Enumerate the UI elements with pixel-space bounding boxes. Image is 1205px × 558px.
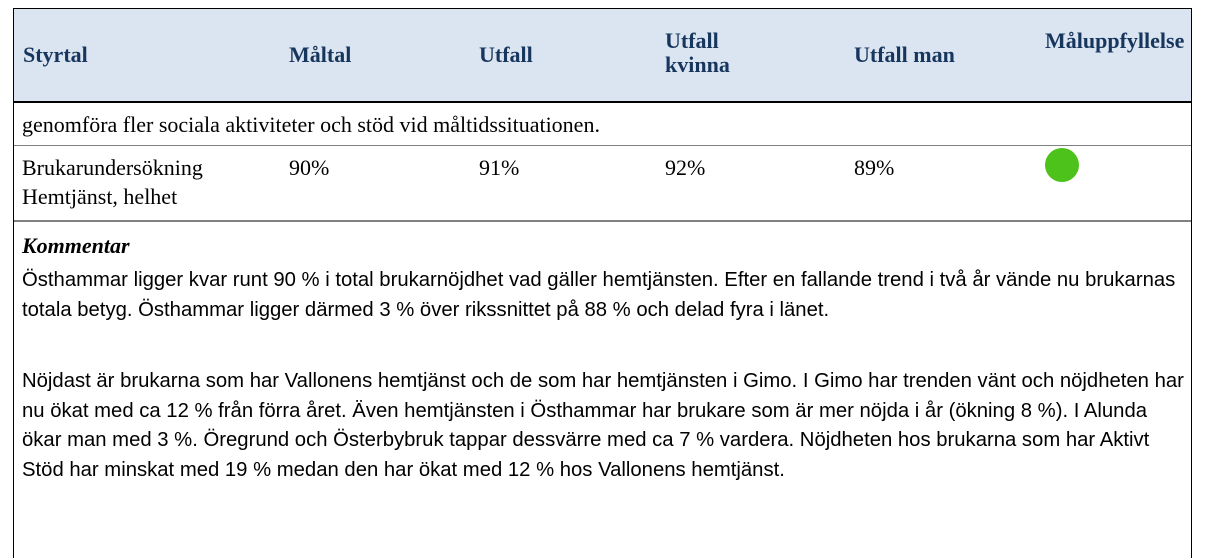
header-cell: Utfall bbox=[479, 42, 533, 67]
comment-paragraph: Östhammar ligger kvar runt 90 % i total … bbox=[22, 269, 1176, 321]
comment-paragraph: Nöjdast är brukarna som har Vallonens he… bbox=[22, 370, 1184, 481]
row-border bbox=[14, 145, 1191, 146]
header-cell: Utfall kvinna bbox=[665, 28, 730, 77]
header-cell: Styrtal bbox=[23, 42, 88, 67]
continuation-text: genomföra fler sociala aktiviteter och s… bbox=[22, 112, 600, 137]
cell: 89% bbox=[854, 155, 895, 180]
table: Styrtal Måltal Utfall Utfall kvinna Utfa… bbox=[13, 8, 1192, 558]
cell: 92% bbox=[665, 155, 706, 180]
header-row: Styrtal Måltal Utfall Utfall kvinna Utfa… bbox=[14, 8, 1191, 103]
header-cell: Måluppfyllelse bbox=[1045, 28, 1185, 53]
comment-title: Kommentar bbox=[22, 233, 130, 258]
status-indicator bbox=[1045, 148, 1079, 182]
cell: 91% bbox=[479, 155, 520, 180]
cell: Brukarundersökning Hemtjänst, helhet bbox=[22, 155, 203, 209]
cell: 90% bbox=[289, 155, 330, 180]
header-cell: Utfall man bbox=[854, 42, 955, 67]
row-border bbox=[14, 220, 1191, 222]
header-cell: Måltal bbox=[289, 42, 352, 67]
